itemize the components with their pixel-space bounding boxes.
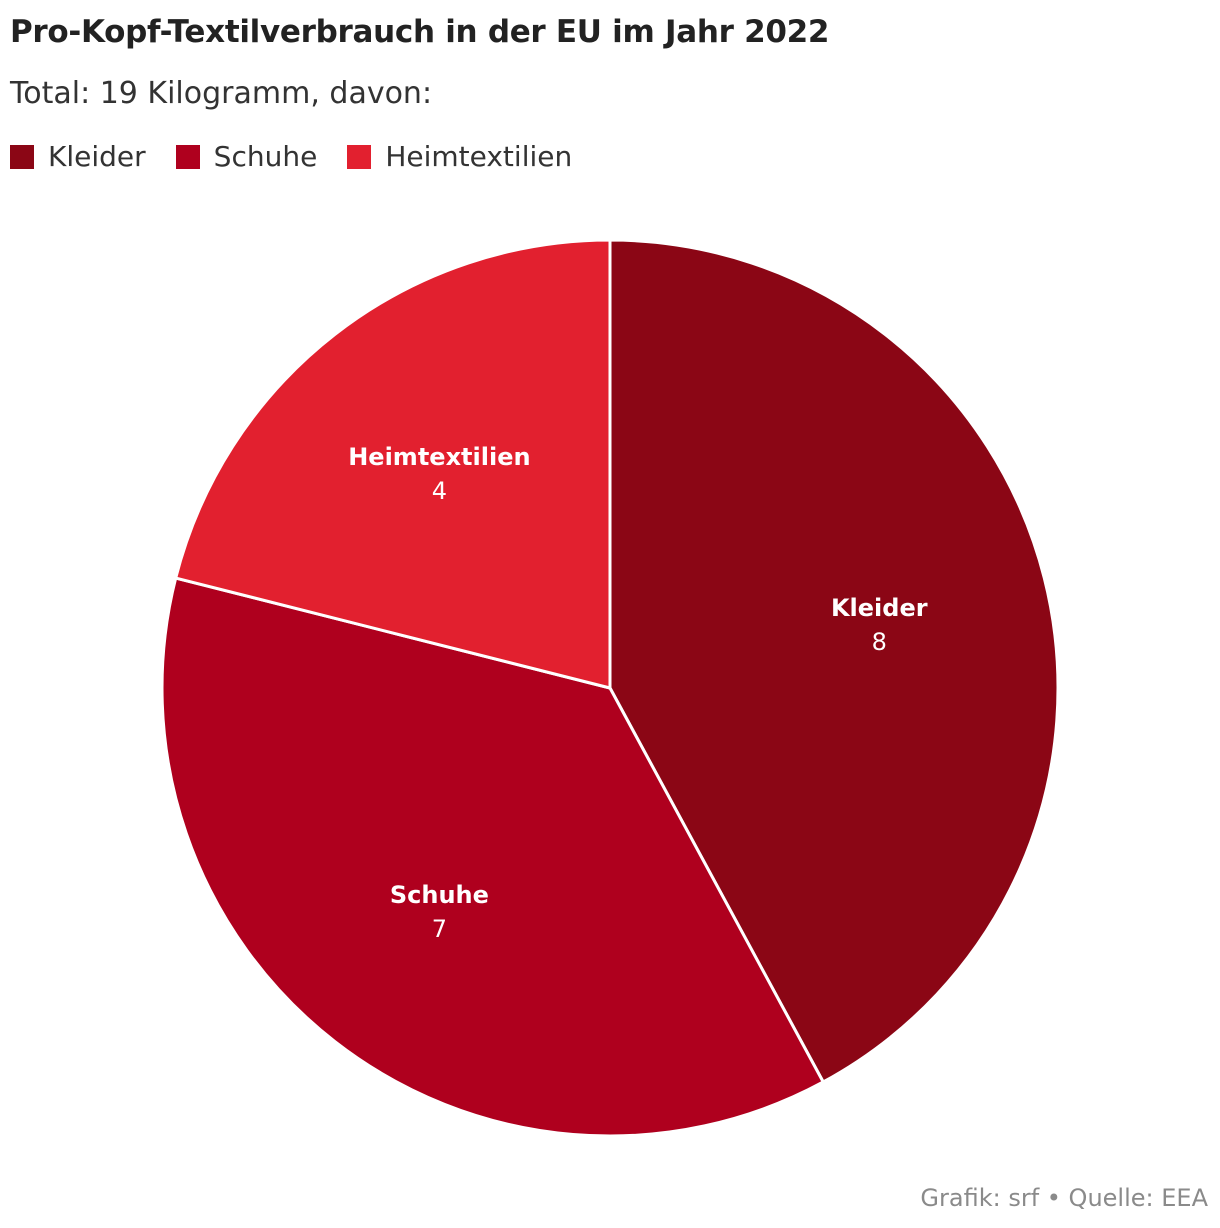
chart-subtitle: Total: 19 Kilogramm, davon: — [10, 76, 433, 111]
slice-label-schuhe: Schuhe — [390, 881, 489, 909]
slice-label-heimtextilien: Heimtextilien — [348, 443, 530, 471]
legend-item-heimtextilien: Heimtextilien — [347, 140, 572, 173]
pie-slice-schuhe — [160, 576, 825, 1138]
legend-label-schuhe: Schuhe — [213, 140, 318, 173]
legend-swatch-schuhe — [175, 144, 200, 169]
pie-slice-kleider — [608, 238, 1060, 1084]
legend-swatch-heimtextilien — [347, 144, 372, 169]
slice-value-kleider: 8 — [872, 628, 887, 656]
slice-label-kleider: Kleider — [831, 594, 928, 622]
legend-item-kleider: Kleider — [10, 140, 146, 173]
source-note: Grafik: srf • Quelle: EEA — [920, 1184, 1208, 1212]
legend-label-kleider: Kleider — [48, 140, 146, 173]
pie-slice-heimtextilien — [174, 238, 612, 690]
slice-value-schuhe: 7 — [432, 915, 447, 943]
chart-title: Pro-Kopf-Textilverbrauch in der EU im Ja… — [10, 14, 830, 50]
legend: Kleider Schuhe Heimtextilien — [10, 140, 572, 173]
slice-value-heimtextilien: 4 — [432, 477, 447, 505]
legend-label-heimtextilien: Heimtextilien — [385, 140, 573, 173]
pie-chart: Kleider 8 Schuhe 7 Heimtextilien 4 — [160, 238, 1060, 1138]
legend-item-schuhe: Schuhe — [175, 140, 318, 173]
legend-swatch-kleider — [10, 144, 34, 169]
